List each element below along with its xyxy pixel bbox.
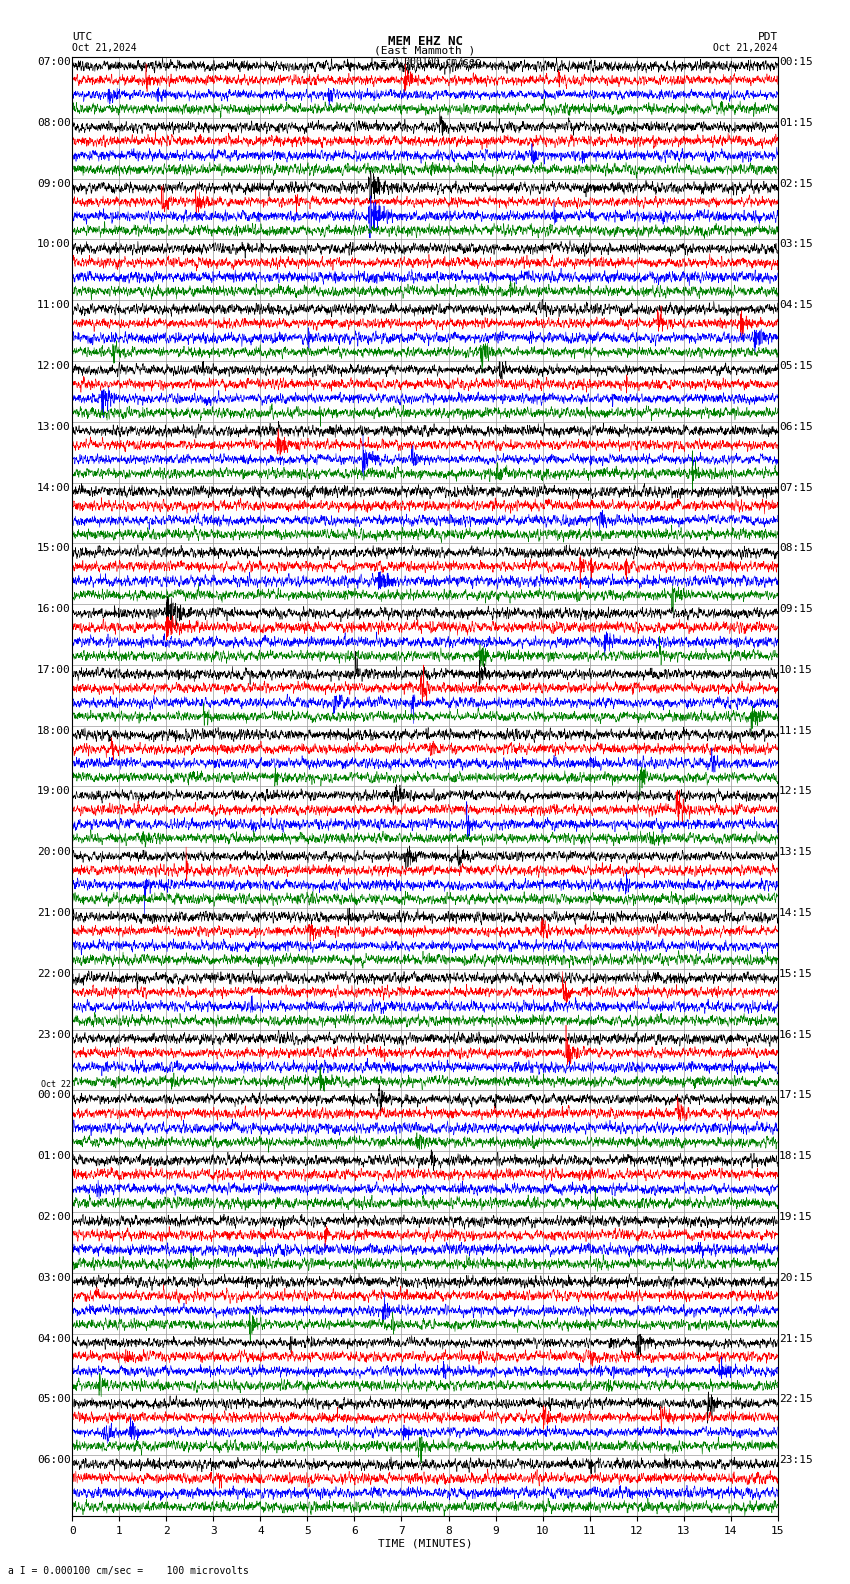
Text: 10:15: 10:15	[779, 665, 813, 675]
Text: 13:15: 13:15	[779, 847, 813, 857]
Text: UTC: UTC	[72, 32, 93, 41]
Text: 11:15: 11:15	[779, 725, 813, 735]
Text: 03:00: 03:00	[37, 1274, 71, 1283]
Text: Oct 22: Oct 22	[41, 1080, 71, 1088]
Text: 17:00: 17:00	[37, 665, 71, 675]
Text: 05:00: 05:00	[37, 1394, 71, 1405]
Text: Oct 21,2024: Oct 21,2024	[72, 43, 137, 52]
Text: 16:15: 16:15	[779, 1030, 813, 1039]
Text: 13:00: 13:00	[37, 421, 71, 432]
X-axis label: TIME (MINUTES): TIME (MINUTES)	[377, 1538, 473, 1549]
Text: 06:00: 06:00	[37, 1456, 71, 1465]
Text: 18:00: 18:00	[37, 725, 71, 735]
Text: MEM EHZ NC: MEM EHZ NC	[388, 35, 462, 48]
Text: 12:15: 12:15	[779, 787, 813, 797]
Text: 22:00: 22:00	[37, 969, 71, 979]
Text: 03:15: 03:15	[779, 239, 813, 249]
Text: 21:00: 21:00	[37, 908, 71, 919]
Text: 17:15: 17:15	[779, 1090, 813, 1101]
Text: 12:00: 12:00	[37, 361, 71, 371]
Text: I = 0.000100 cm/sec: I = 0.000100 cm/sec	[369, 57, 481, 67]
Text: 20:15: 20:15	[779, 1274, 813, 1283]
Text: (East Mammoth ): (East Mammoth )	[374, 46, 476, 55]
Text: 08:00: 08:00	[37, 117, 71, 128]
Text: 04:15: 04:15	[779, 301, 813, 310]
Text: 23:00: 23:00	[37, 1030, 71, 1039]
Text: 00:15: 00:15	[779, 57, 813, 67]
Text: 09:00: 09:00	[37, 179, 71, 188]
Text: 10:00: 10:00	[37, 239, 71, 249]
Text: 07:15: 07:15	[779, 483, 813, 493]
Text: Oct 21,2024: Oct 21,2024	[713, 43, 778, 52]
Text: 16:00: 16:00	[37, 604, 71, 615]
Text: 14:15: 14:15	[779, 908, 813, 919]
Text: 05:15: 05:15	[779, 361, 813, 371]
Text: 04:00: 04:00	[37, 1334, 71, 1343]
Text: 23:15: 23:15	[779, 1456, 813, 1465]
Text: 20:00: 20:00	[37, 847, 71, 857]
Text: a I = 0.000100 cm/sec =    100 microvolts: a I = 0.000100 cm/sec = 100 microvolts	[8, 1567, 249, 1576]
Text: 02:15: 02:15	[779, 179, 813, 188]
Text: 09:15: 09:15	[779, 604, 813, 615]
Text: 19:00: 19:00	[37, 787, 71, 797]
Text: 14:00: 14:00	[37, 483, 71, 493]
Text: PDT: PDT	[757, 32, 778, 41]
Text: 19:15: 19:15	[779, 1212, 813, 1221]
Text: 02:00: 02:00	[37, 1212, 71, 1221]
Text: 00:00: 00:00	[37, 1090, 71, 1101]
Text: 15:15: 15:15	[779, 969, 813, 979]
Text: 06:15: 06:15	[779, 421, 813, 432]
Text: 08:15: 08:15	[779, 543, 813, 553]
Text: 22:15: 22:15	[779, 1394, 813, 1405]
Text: 07:00: 07:00	[37, 57, 71, 67]
Text: 21:15: 21:15	[779, 1334, 813, 1343]
Text: 18:15: 18:15	[779, 1152, 813, 1161]
Text: 01:00: 01:00	[37, 1152, 71, 1161]
Text: 15:00: 15:00	[37, 543, 71, 553]
Text: 01:15: 01:15	[779, 117, 813, 128]
Text: 11:00: 11:00	[37, 301, 71, 310]
